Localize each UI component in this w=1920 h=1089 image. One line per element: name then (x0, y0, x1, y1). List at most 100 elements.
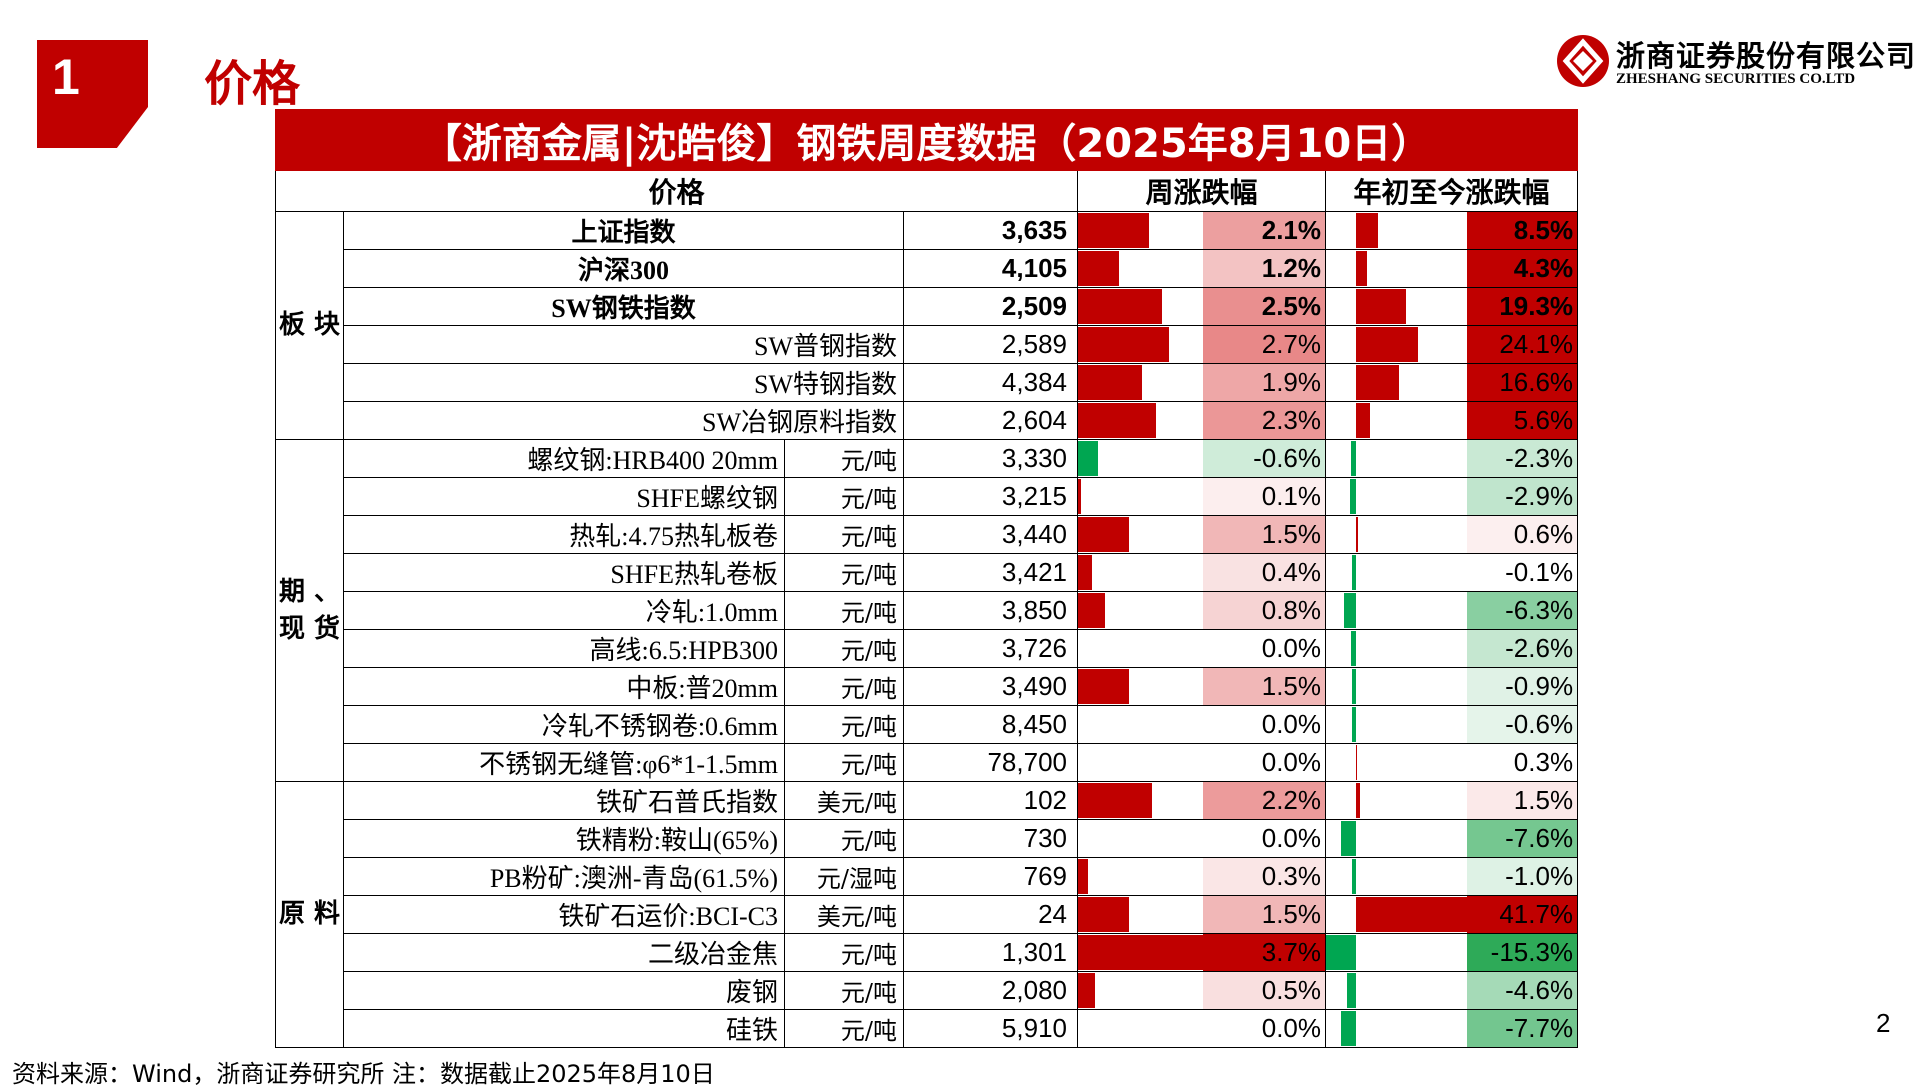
row-value: 3,635 (903, 211, 1078, 250)
table-title: 【浙商金属|沈皓俊】钢铁周度数据（2025年8月10日） (274, 109, 1579, 171)
table-row: 废钢 元/吨 2,080 0.5% -4.6% (276, 971, 1579, 1010)
weekly-bar (1077, 439, 1203, 478)
row-value: 730 (903, 819, 1078, 858)
ytd-bar (1325, 515, 1467, 554)
row-unit: 元/吨 (784, 705, 904, 744)
ytd-bar (1325, 249, 1467, 288)
ytd-change-value: 4.3% (1466, 249, 1579, 288)
row-name: 不锈钢无缝管:φ6*1-1.5mm (343, 743, 785, 782)
ytd-bar (1325, 743, 1467, 782)
ytd-change-value: 1.5% (1466, 781, 1579, 820)
table-row: 不锈钢无缝管:φ6*1-1.5mm 元/吨 78,700 0.0% 0.3% (276, 743, 1579, 782)
ytd-change-value: -4.6% (1466, 971, 1579, 1010)
row-unit: 元/吨 (784, 553, 904, 592)
weekly-bar (1077, 363, 1203, 402)
weekly-change-value: 0.8% (1202, 591, 1326, 630)
table-row: SW特钢指数 4,384 1.9% 16.6% (276, 363, 1579, 402)
ytd-bar-fill (1350, 479, 1356, 514)
ytd-change-value: 19.3% (1466, 287, 1579, 326)
table-row: 二级冶金焦 元/吨 1,301 3.7% -15.3% (276, 933, 1579, 972)
row-value: 3,490 (903, 667, 1078, 706)
row-value: 3,330 (903, 439, 1078, 478)
weekly-bar-fill (1078, 251, 1119, 286)
ytd-bar (1325, 971, 1467, 1010)
table-row: 原 料铁矿石普氏指数 美元/吨 102 2.2% 1.5% (275, 781, 1579, 1048)
header-ytd-change: 年初至今涨跌幅 (1324, 170, 1579, 212)
ytd-bar (1325, 401, 1467, 440)
logo-company-name-cn: 浙商证券股份有限公司 (1616, 39, 1917, 73)
ytd-bar-fill (1356, 783, 1360, 818)
table-row: 铁矿石运价:BCI-C3 美元/吨 24 1.5% 41.7% (276, 895, 1579, 934)
ytd-change-value: -2.3% (1466, 439, 1579, 478)
table-row: 高线:6.5:HPB300 元/吨 3,726 0.0% -2.6% (276, 629, 1579, 668)
steel-weekly-data-table: 【浙商金属|沈皓俊】钢铁周度数据（2025年8月10日） 价格 周涨跌幅 年初至… (274, 109, 1579, 1048)
row-name: SHFE热轧卷板 (343, 553, 785, 592)
table-row: 冷轧:1.0mm 元/吨 3,850 0.8% -6.3% (276, 591, 1579, 630)
row-name: SW普钢指数 (343, 325, 904, 364)
ytd-bar-fill (1356, 327, 1418, 362)
weekly-change-value: 1.5% (1202, 895, 1326, 934)
ytd-change-value: -15.3% (1466, 933, 1579, 972)
ytd-change-value: 24.1% (1466, 325, 1579, 364)
ytd-bar (1325, 553, 1467, 592)
ytd-bar (1325, 895, 1467, 934)
ytd-bar-fill (1343, 593, 1356, 628)
header-weekly-change: 周涨跌幅 (1077, 170, 1326, 212)
weekly-bar (1077, 667, 1203, 706)
table-row: 硅铁 元/吨 5,910 0.0% -7.7% (276, 1009, 1579, 1048)
row-name: 二级冶金焦 (343, 933, 785, 972)
ytd-bar-fill (1346, 973, 1356, 1008)
row-name: 冷轧不锈钢卷:0.6mm (343, 705, 785, 744)
row-value: 78,700 (903, 743, 1078, 782)
weekly-change-value: 2.1% (1202, 211, 1326, 250)
ytd-bar (1325, 211, 1467, 250)
row-name: 铁矿石运价:BCI-C3 (343, 895, 785, 934)
row-value: 3,215 (903, 477, 1078, 516)
ytd-change-value: -2.9% (1466, 477, 1579, 516)
ytd-bar-fill (1352, 859, 1356, 894)
table-row: SW普钢指数 2,589 2.7% 24.1% (276, 325, 1579, 364)
weekly-bar-fill (1078, 213, 1149, 248)
row-value: 3,440 (903, 515, 1078, 554)
row-unit: 美元/吨 (784, 781, 904, 820)
weekly-bar-fill (1078, 289, 1163, 324)
row-name: SHFE螺纹钢 (343, 477, 785, 516)
weekly-bar (1077, 971, 1203, 1010)
ytd-change-value: -2.6% (1466, 629, 1579, 668)
weekly-change-value: 0.1% (1202, 477, 1326, 516)
ytd-bar (1325, 477, 1467, 516)
row-value: 3,726 (903, 629, 1078, 668)
weekly-bar-fill (1078, 365, 1143, 400)
weekly-change-value: 1.5% (1202, 515, 1326, 554)
weekly-bar (1077, 819, 1203, 858)
ytd-bar (1325, 287, 1467, 326)
weekly-change-value: 1.9% (1202, 363, 1326, 402)
weekly-bar-fill (1078, 479, 1082, 514)
weekly-bar (1077, 933, 1203, 972)
source-footnote: 资料来源：Wind，浙商证券研究所 注：数据截止2025年8月10日 (12, 1060, 715, 1088)
weekly-bar-fill (1078, 973, 1095, 1008)
weekly-change-value: 0.0% (1202, 819, 1326, 858)
ytd-bar (1325, 819, 1467, 858)
row-value: 2,604 (903, 401, 1078, 440)
group-label: 板 块 (275, 211, 344, 440)
ytd-bar (1325, 933, 1467, 972)
row-name: 上证指数 (343, 211, 904, 250)
ytd-change-value: -0.9% (1466, 667, 1579, 706)
row-name: 热轧:4.75热轧板卷 (343, 515, 785, 554)
weekly-bar-fill (1078, 555, 1092, 590)
row-unit: 元/吨 (784, 819, 904, 858)
row-name: 螺纹钢:HRB400 20mm (343, 439, 785, 478)
row-unit: 元/吨 (784, 515, 904, 554)
row-value: 2,589 (903, 325, 1078, 364)
row-value: 102 (903, 781, 1078, 820)
ytd-bar-fill (1352, 669, 1356, 704)
weekly-change-value: 2.7% (1202, 325, 1326, 364)
weekly-bar (1077, 895, 1203, 934)
zheshang-logo-icon (1557, 35, 1609, 87)
row-value: 769 (903, 857, 1078, 896)
row-unit: 元/吨 (784, 591, 904, 630)
ytd-bar-fill (1352, 707, 1356, 742)
ytd-bar (1325, 857, 1467, 896)
row-unit: 元/吨 (784, 439, 904, 478)
